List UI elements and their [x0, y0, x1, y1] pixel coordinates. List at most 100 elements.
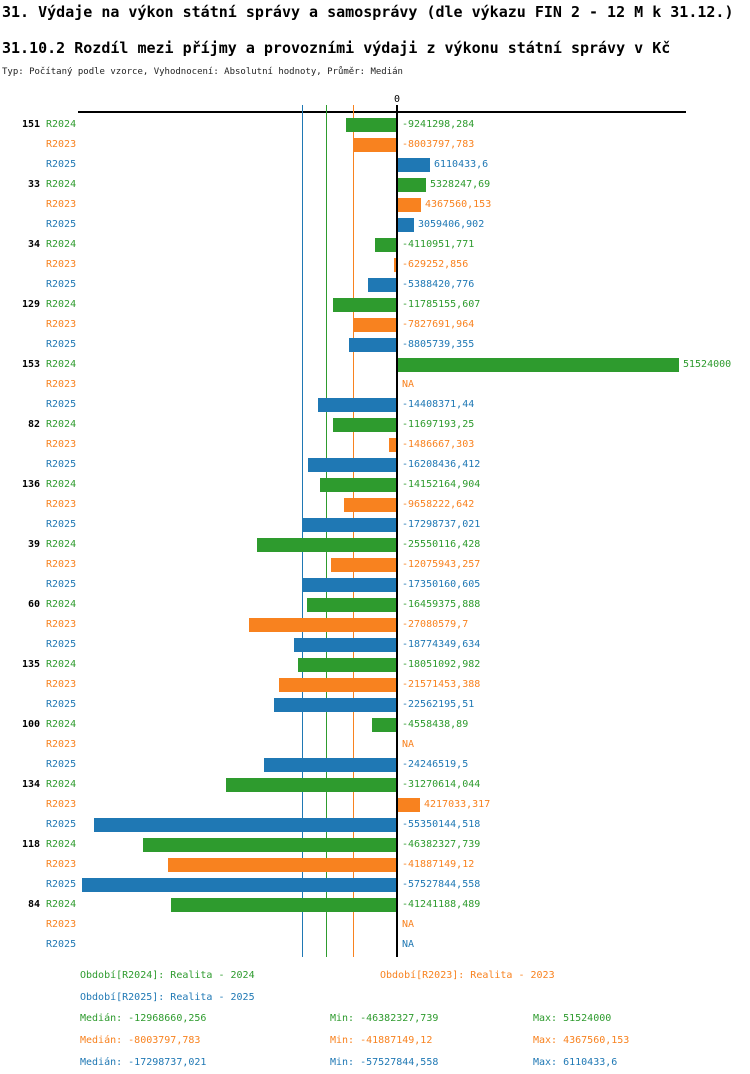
bar-r2023-60: [249, 618, 396, 632]
value-label-r2024-84: -41241188,489: [402, 899, 481, 910]
value-label-r2023-118: -41887149,12: [402, 859, 475, 870]
bar-r2023-39: [331, 558, 396, 572]
value-label-r2024-136: -14152164,904: [402, 479, 481, 490]
value-label-r2025-39: -17350160,605: [402, 579, 481, 590]
series-label-r2023: R2023: [46, 379, 77, 390]
bar-r2023-129: [354, 318, 396, 332]
value-label-r2024-118: -46382327,739: [402, 839, 481, 850]
series-label-r2024: R2024: [46, 779, 77, 790]
stat-min-r2023: Min: -41887149,12: [330, 1035, 433, 1046]
value-label-r2023-82: -1486667,303: [402, 439, 475, 450]
value-label-r2023-129: -7827691,964: [402, 319, 475, 330]
value-label-r2023-135: -21571453,388: [402, 679, 481, 690]
series-label-r2024: R2024: [46, 599, 77, 610]
value-label-r2025-151: 6110433,6: [434, 159, 489, 170]
value-label-r2023-153: NA: [402, 379, 415, 390]
value-label-r2023-136: -9658222,642: [402, 499, 475, 510]
stat-median-r2024: Medián: -12968660,256: [80, 1013, 207, 1024]
category-label-100: 100: [21, 719, 40, 730]
value-label-r2025-134: -55350144,518: [402, 819, 481, 830]
series-label-r2025: R2025: [46, 939, 77, 950]
value-label-r2024-134: -31270614,044: [402, 779, 481, 790]
bar-r2024-134: [226, 778, 396, 792]
value-label-r2023-84: NA: [402, 919, 415, 930]
value-label-r2025-33: 3059406,902: [418, 219, 485, 230]
bar-r2024-82: [333, 418, 396, 432]
value-label-r2024-33: 5328247,69: [430, 179, 491, 190]
bar-r2025-134: [94, 818, 396, 832]
value-label-r2025-84: NA: [402, 939, 415, 950]
series-label-r2023: R2023: [46, 439, 77, 450]
bar-r2025-100: [264, 758, 396, 772]
bar-r2025-136: [302, 518, 396, 532]
zero-axis-line: [396, 105, 398, 957]
series-label-r2024: R2024: [46, 119, 77, 130]
bar-r2023-136: [344, 498, 396, 512]
bar-r2023-33: [398, 198, 421, 212]
series-label-r2025: R2025: [46, 339, 77, 350]
value-label-r2025-129: -8805739,355: [402, 339, 475, 350]
series-label-r2024: R2024: [46, 239, 77, 250]
value-label-r2025-100: -24246519,5: [402, 759, 469, 770]
value-label-r2024-129: -11785155,607: [402, 299, 481, 310]
series-label-r2025: R2025: [46, 579, 77, 590]
page-subtitle: 31.10.2 Rozdíl mezi příjmy a provozními …: [2, 39, 671, 57]
category-label-151: 151: [21, 119, 40, 130]
bar-r2025-34: [368, 278, 396, 292]
series-label-r2025: R2025: [46, 399, 77, 410]
category-label-129: 129: [21, 299, 40, 310]
series-label-r2025: R2025: [46, 279, 77, 290]
value-label-r2024-135: -18051092,982: [402, 659, 481, 670]
series-label-r2025: R2025: [46, 219, 77, 230]
bar-r2025-153: [318, 398, 396, 412]
series-label-r2023: R2023: [46, 199, 77, 210]
series-label-r2023: R2023: [46, 799, 77, 810]
series-label-r2025: R2025: [46, 759, 77, 770]
category-label-135: 135: [21, 659, 40, 670]
bar-r2024-84: [171, 898, 396, 912]
bar-r2023-34: [394, 258, 396, 272]
series-label-r2025: R2025: [46, 459, 77, 470]
bar-r2024-153: [398, 358, 679, 372]
value-label-r2023-134: 4217033,317: [424, 799, 491, 810]
legend-period-r2025: Období[R2025]: Realita - 2025: [80, 992, 255, 1003]
bar-r2025-151: [398, 158, 430, 172]
bar-r2024-33: [398, 178, 426, 192]
legend-period-r2023: Období[R2023]: Realita - 2023: [380, 970, 555, 981]
value-label-r2024-34: -4110951,771: [402, 239, 475, 250]
bar-r2023-118: [168, 858, 396, 872]
value-label-r2023-39: -12075943,257: [402, 559, 481, 570]
value-label-r2025-153: -14408371,44: [402, 399, 475, 410]
stat-max-r2023: Max: 4367560,153: [533, 1035, 630, 1046]
bar-r2025-118: [82, 878, 396, 892]
stat-median-r2023: Medián: -8003797,783: [80, 1035, 201, 1046]
series-label-r2023: R2023: [46, 499, 77, 510]
value-label-r2023-33: 4367560,153: [425, 199, 492, 210]
value-label-r2023-34: -629252,856: [402, 259, 469, 270]
category-label-84: 84: [27, 899, 40, 910]
series-label-r2024: R2024: [46, 899, 77, 910]
value-label-r2023-151: -8003797,783: [402, 139, 475, 150]
stat-max-r2024: Max: 51524000: [533, 1013, 612, 1024]
category-label-82: 82: [27, 419, 40, 430]
bar-r2025-82: [308, 458, 396, 472]
zero-tick-label: 0: [393, 94, 401, 105]
value-label-r2024-153: 51524000: [683, 359, 732, 370]
x-axis-line: [78, 111, 686, 113]
category-label-118: 118: [21, 839, 40, 850]
category-label-136: 136: [21, 479, 40, 490]
bar-r2024-151: [346, 118, 396, 132]
category-label-34: 34: [27, 239, 40, 250]
stat-min-r2024: Min: -46382327,739: [330, 1013, 439, 1024]
bar-r2023-151: [353, 138, 396, 152]
series-label-r2024: R2024: [46, 179, 77, 190]
value-label-r2023-100: NA: [402, 739, 415, 750]
series-label-r2024: R2024: [46, 359, 77, 370]
value-label-r2024-82: -11697193,25: [402, 419, 475, 430]
stat-max-r2025: Max: 6110433,6: [533, 1057, 618, 1068]
series-label-r2023: R2023: [46, 259, 77, 270]
series-label-r2023: R2023: [46, 679, 77, 690]
category-label-134: 134: [21, 779, 40, 790]
